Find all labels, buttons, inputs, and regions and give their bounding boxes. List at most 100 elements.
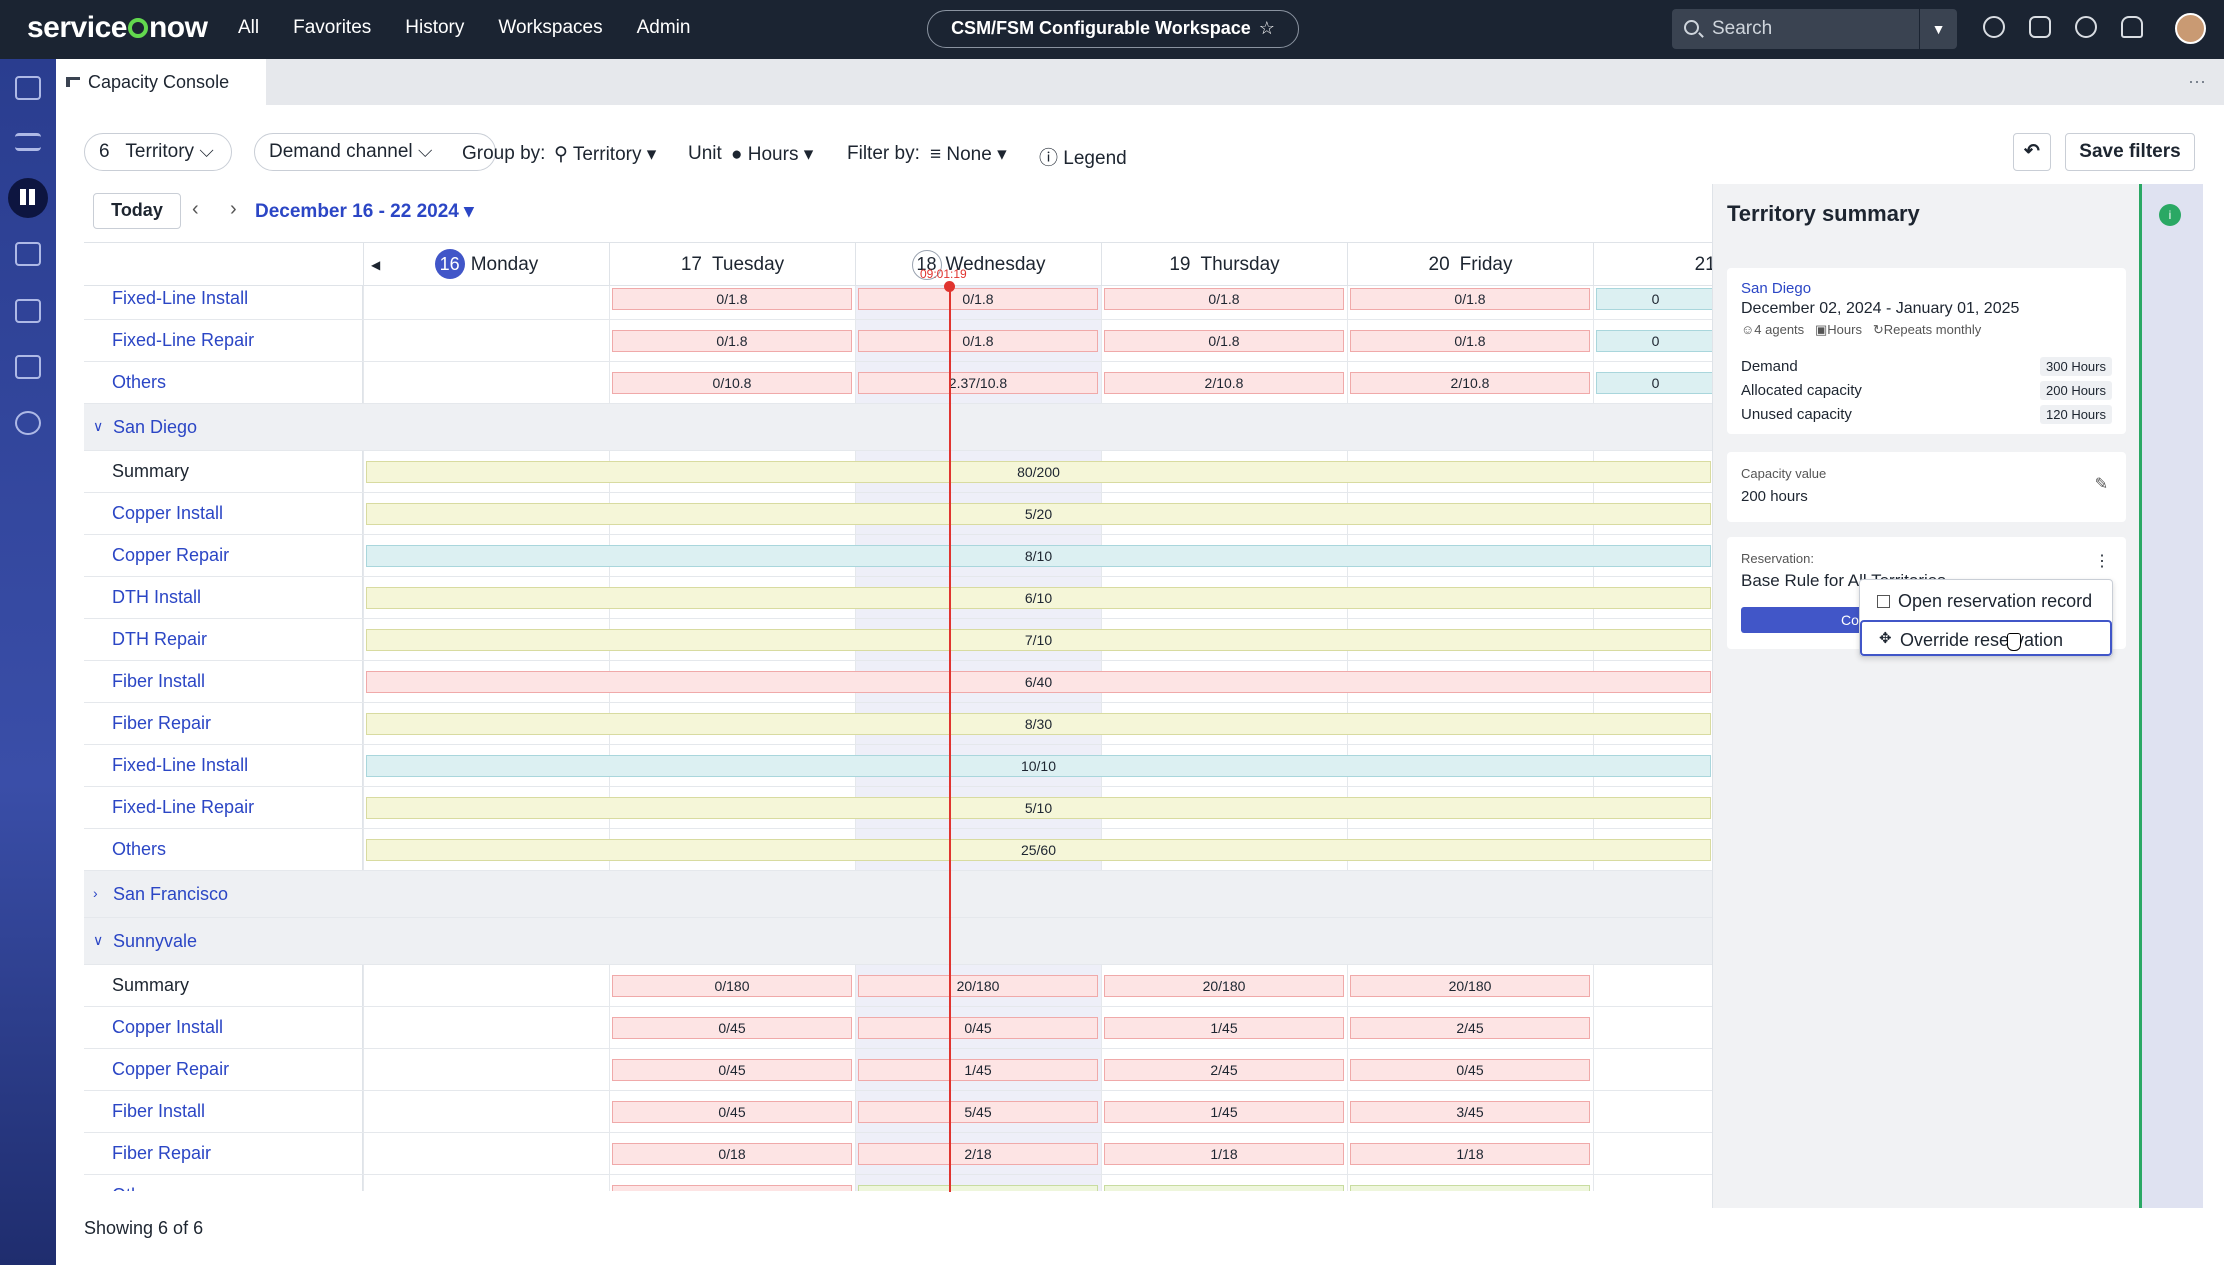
row-label[interactable]: Copper Repair xyxy=(112,1059,230,1079)
capacity-bar[interactable]: 2/10.8 xyxy=(1104,372,1344,394)
territory-group-row[interactable]: ∨ Sunnyvale xyxy=(84,918,1712,965)
more-vertical-icon[interactable]: ⋮ xyxy=(2094,553,2110,570)
tab-capacity-console[interactable]: Capacity Console xyxy=(56,59,266,105)
global-search[interactable]: Search ▼ xyxy=(1672,9,1957,49)
capacity-bar[interactable]: 0 xyxy=(1596,288,1712,310)
row-label[interactable]: Fixed-Line Repair xyxy=(112,330,255,350)
capacity-bar[interactable]: 2/45 xyxy=(1104,1059,1344,1081)
territory-group-row[interactable]: ∨ San Diego xyxy=(84,404,1712,451)
servicenow-logo[interactable]: service now xyxy=(27,11,208,44)
capacity-bar[interactable]: 0/45 xyxy=(612,1017,852,1039)
row-label[interactable]: Fixed-Line Install xyxy=(112,288,249,308)
capacity-bar[interactable]: 1/18 xyxy=(1350,1143,1590,1165)
row-label[interactable]: DTH Repair xyxy=(112,629,208,649)
nav-admin[interactable]: Admin xyxy=(636,17,691,38)
capacity-bar[interactable]: 0/45 xyxy=(858,1017,1098,1039)
capacity-bar[interactable]: 14/27 xyxy=(1350,1185,1590,1191)
row-label[interactable]: Fiber Repair xyxy=(112,713,212,733)
nav-workspaces[interactable]: Workspaces xyxy=(498,17,603,38)
capacity-bar[interactable]: 1/45 xyxy=(858,1059,1098,1081)
capacity-bar[interactable]: 25/60 xyxy=(366,839,1711,861)
nav-all[interactable]: All xyxy=(238,17,260,38)
capacity-bar[interactable]: 15/27 xyxy=(1104,1185,1344,1191)
row-label[interactable]: Sunnyvale xyxy=(113,930,198,951)
capacity-bar[interactable]: 0/1.8 xyxy=(612,330,852,352)
capacity-bar[interactable]: 0 xyxy=(1596,330,1712,352)
capacity-bar[interactable]: 7/10 xyxy=(366,629,1711,651)
capacity-bar[interactable]: 0/1.8 xyxy=(858,330,1098,352)
row-label[interactable]: Others xyxy=(112,372,167,392)
groupby-dropdown[interactable]: ⚲ Territory ▾ xyxy=(554,144,657,165)
capacity-bar[interactable]: 0/1.8 xyxy=(1104,330,1344,352)
capacity-bar[interactable]: 0/45 xyxy=(1350,1059,1590,1081)
capacity-bar[interactable]: 0/45 xyxy=(612,1059,852,1081)
location-link[interactable]: San Diego xyxy=(1741,280,1812,297)
open-reservation-record[interactable]: Open reservation record xyxy=(1860,583,2112,619)
card-icon[interactable] xyxy=(15,299,41,323)
chevron-down-icon[interactable]: ∨ xyxy=(93,417,104,434)
row-label[interactable]: Others xyxy=(112,1185,166,1191)
override-reservation[interactable]: ✥ Override reservation xyxy=(1860,620,2112,656)
capacity-bar[interactable]: 8/10 xyxy=(366,545,1711,567)
workspace-pill[interactable]: CSM/FSM Configurable Workspace ☆ xyxy=(927,10,1299,48)
chevron-right-icon[interactable]: › xyxy=(230,198,237,220)
capacity-bar[interactable]: 6/40 xyxy=(366,671,1711,693)
capacity-bar[interactable]: 1/45 xyxy=(1104,1101,1344,1123)
capacity-bar[interactable]: 20/180 xyxy=(1350,975,1590,997)
filterby-dropdown[interactable]: ≡ None ▾ xyxy=(930,144,1007,165)
capacity-bar[interactable]: 0 xyxy=(1596,372,1712,394)
capacity-bar[interactable]: 5/45 xyxy=(858,1101,1098,1123)
search-input[interactable]: Search xyxy=(1712,18,1773,39)
unit-dropdown[interactable]: ● Hours ▾ xyxy=(731,144,814,165)
capacity-bar[interactable]: 0/1.8 xyxy=(1350,330,1590,352)
globe-icon[interactable] xyxy=(1983,16,2005,38)
chevron-right-icon[interactable]: › xyxy=(93,884,98,901)
capacity-bar[interactable]: 0/45 xyxy=(612,1101,852,1123)
today-button[interactable]: Today xyxy=(93,193,181,229)
row-label[interactable]: Fixed-Line Install xyxy=(112,755,249,775)
legend-button[interactable]: ⓘ Legend xyxy=(1039,143,1127,170)
row-label[interactable]: Fiber Install xyxy=(112,671,206,691)
more-icon[interactable]: ··· xyxy=(2188,71,2206,91)
capacity-bar[interactable]: 2.37/10.8 xyxy=(858,372,1098,394)
capacity-bar[interactable]: 0/1.8 xyxy=(1350,288,1590,310)
row-label[interactable]: San Francisco xyxy=(113,883,229,904)
nav-favorites[interactable]: Favorites xyxy=(293,17,372,38)
help-icon[interactable] xyxy=(2075,16,2097,38)
row-label[interactable]: Others xyxy=(112,839,167,859)
capacity-bar[interactable]: 20/180 xyxy=(858,975,1098,997)
capacity-bar[interactable]: 12/27 xyxy=(858,1185,1098,1191)
capacity-bar[interactable]: 5/20 xyxy=(366,503,1711,525)
capacity-bar[interactable]: 1/45 xyxy=(1104,1017,1344,1039)
collapse-left-icon[interactable]: ◀ xyxy=(371,258,381,272)
capacity-bar[interactable]: 0/10.8 xyxy=(612,372,852,394)
capacity-bar[interactable]: 3/45 xyxy=(1350,1101,1590,1123)
row-label[interactable]: Copper Repair xyxy=(112,545,230,565)
row-label[interactable]: Fiber Repair xyxy=(112,1143,212,1163)
capacity-console-icon[interactable] xyxy=(8,178,48,218)
map-icon[interactable] xyxy=(15,355,41,379)
row-label[interactable]: San Diego xyxy=(113,416,198,437)
capacity-bar[interactable]: 0/1.8 xyxy=(612,288,852,310)
chevron-down-icon[interactable]: ∨ xyxy=(93,931,104,948)
list-icon[interactable] xyxy=(15,133,41,151)
capacity-bar[interactable]: 20/180 xyxy=(1104,975,1344,997)
capacity-bar[interactable]: 0/27 xyxy=(612,1185,852,1191)
chat-icon[interactable] xyxy=(2029,16,2051,38)
capacity-bar[interactable]: 0/18 xyxy=(612,1143,852,1165)
row-label[interactable]: Copper Install xyxy=(112,503,224,523)
capacity-bar[interactable]: 6/10 xyxy=(366,587,1711,609)
row-label[interactable]: Fixed-Line Repair xyxy=(112,797,255,817)
info-indicator-icon[interactable]: i xyxy=(2159,204,2181,226)
nav-history[interactable]: History xyxy=(405,17,465,38)
bell-icon[interactable] xyxy=(2121,16,2143,38)
board-icon[interactable] xyxy=(15,242,41,266)
capacity-bar[interactable]: 5/10 xyxy=(366,797,1711,819)
date-range-picker[interactable]: December 16 - 22 2024 ▾ xyxy=(255,201,474,222)
row-label[interactable]: Copper Install xyxy=(112,1017,224,1037)
capacity-bar[interactable]: 2/10.8 xyxy=(1350,372,1590,394)
star-icon[interactable]: ☆ xyxy=(1258,18,1275,38)
save-filters-button[interactable]: Save filters xyxy=(2065,133,2195,171)
avatar[interactable] xyxy=(2175,13,2206,44)
capacity-bar[interactable]: 80/200 xyxy=(366,461,1711,483)
